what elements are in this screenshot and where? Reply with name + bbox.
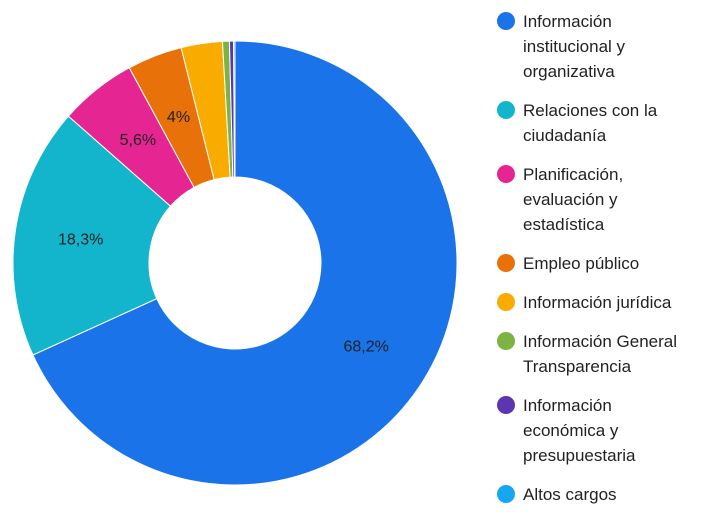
legend-label: Relaciones con la ciudadanía: [523, 101, 658, 145]
chart: 68,2% 18,3% 5,6% 4%: [12, 40, 458, 486]
legend-item: Altos cargos: [497, 482, 697, 507]
data-label: 4%: [167, 109, 190, 126]
legend-swatch: [497, 101, 515, 119]
legend-swatch: [497, 396, 515, 414]
legend-item: Información jurídica: [497, 290, 697, 315]
data-label: 68,2%: [343, 339, 388, 356]
slice: [233, 40, 236, 178]
legend-label: Planificación, evaluación y estadística: [523, 165, 624, 234]
legend-label: Información jurídica: [523, 293, 672, 312]
legend: Información institucional y organizativa…: [497, 9, 697, 521]
slice: [12, 115, 172, 356]
legend-item: Planificación, evaluación y estadística: [497, 162, 697, 237]
legend-item: Información General Transparencia: [497, 329, 697, 379]
legend-item: Información institucional y organizativa: [497, 9, 697, 84]
legend-label: Información económica y presupuestaria: [523, 396, 636, 465]
legend-item: Relaciones con la ciudadanía: [497, 98, 697, 148]
legend-swatch: [497, 254, 515, 272]
data-label: 18,3%: [58, 231, 103, 248]
legend-swatch: [497, 485, 515, 503]
data-label: 5,6%: [120, 132, 156, 149]
legend-swatch: [497, 165, 515, 183]
legend-swatch: [497, 293, 515, 311]
legend-label: Empleo público: [523, 254, 640, 273]
legend-swatch: [497, 332, 515, 350]
legend-swatch: [497, 12, 515, 30]
slice: [32, 40, 458, 486]
legend-label: Información institucional y organizativa: [523, 12, 626, 81]
legend-item: Información económica y presupuestaria: [497, 393, 697, 468]
legend-label: Altos cargos: [523, 485, 617, 504]
legend-item: Empleo público: [497, 251, 697, 276]
legend-label: Información General Transparencia: [523, 332, 678, 376]
